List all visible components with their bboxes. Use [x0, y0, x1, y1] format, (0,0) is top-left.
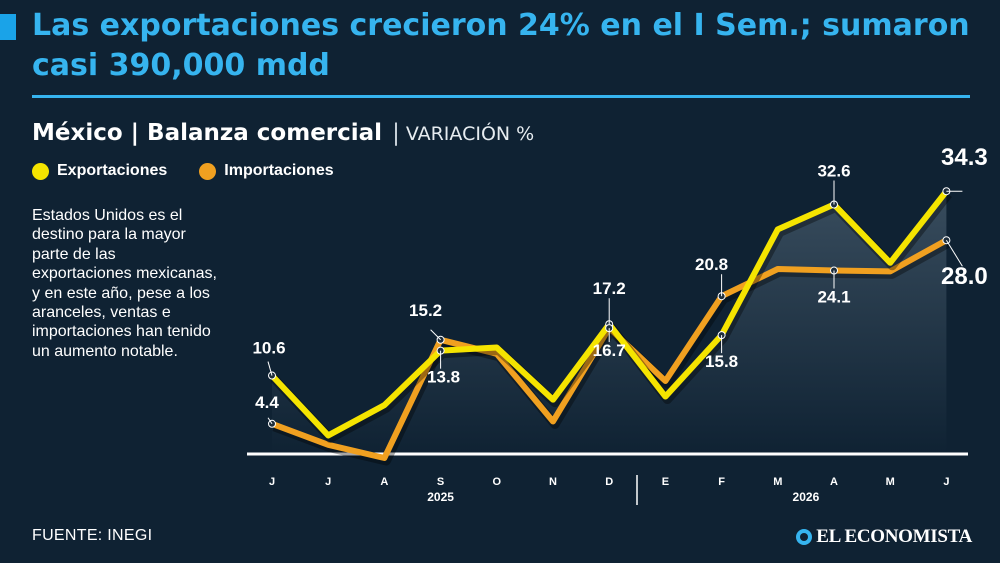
x-tick-label-6: D: [605, 476, 613, 488]
chart-subtitle: México | Balanza comercial | VARIACIÓN %: [32, 118, 534, 149]
exports-value-label-0: 10.6: [252, 339, 285, 358]
x-tick-label-0: J: [269, 476, 275, 488]
exports-area-shade: [272, 191, 947, 454]
exports-value-label-6: 17.2: [593, 279, 626, 298]
legend-label-imports: Importaciones: [224, 162, 334, 179]
x-tick-label-8: F: [718, 476, 725, 488]
x-tick-label-11: M: [886, 476, 895, 488]
page-title: Las exportaciones crecieron 24% en el I …: [32, 8, 970, 83]
x-tick-label-7: E: [662, 476, 669, 488]
imports-value-label-3: 15.2: [409, 301, 442, 320]
imports-leader-12: [945, 239, 963, 267]
exports-value-label-8: 15.8: [705, 352, 738, 371]
brand-icon: [796, 529, 813, 545]
imports-value-label-8: 20.8: [695, 255, 728, 274]
x-tick-label-12: J: [943, 476, 949, 488]
x-tick-label-5: N: [549, 476, 557, 488]
x-tick-label-2: A: [380, 476, 388, 488]
data-labels: 10.6 13.8 17.2 15.8 32.6 34.3 4.4 15.2 16.7 20.8 2…: [252, 144, 988, 428]
imports-value-label-0: 4.4: [255, 393, 279, 412]
source-note: FUENTE: INEGI: [32, 527, 153, 544]
year-label-2026: 2026: [793, 490, 820, 504]
legend-dot-exports: [32, 162, 49, 180]
imports-value-label-12: 28.0: [941, 263, 988, 290]
header: Las exportaciones crecieron 24% en el I …: [0, 0, 1000, 100]
title-accent-bar: [0, 14, 16, 40]
x-tick-label-10: A: [830, 476, 838, 488]
exports-leader-0: [267, 361, 273, 376]
chart-legend: Exportaciones Importaciones: [32, 162, 334, 180]
imports-value-label-6: 16.7: [593, 341, 626, 360]
x-tick-label-9: M: [773, 476, 782, 488]
brand-name: EL ECONOMISTA: [816, 526, 972, 547]
annotation-note: Estados Unidos es el destino para la may…: [32, 207, 217, 360]
x-tick-label-1: J: [325, 476, 331, 488]
year-label-2025: 2025: [427, 490, 454, 504]
legend-item-imports: Importaciones: [199, 162, 334, 180]
title-divider: [32, 95, 970, 98]
subtitle-main: México | Balanza comercial: [32, 120, 383, 146]
exports-value-label-3: 13.8: [427, 368, 460, 387]
brand-logo: EL ECONOMISTA: [796, 526, 972, 548]
imports-leader-3: [430, 329, 441, 341]
x-axis-ticks: J J A S O N D E F M A M J 2025 2026: [269, 476, 950, 504]
exports-value-label-12: 34.3: [941, 144, 988, 171]
x-tick-label-3: S: [437, 476, 444, 488]
imports-value-label-10: 24.1: [817, 288, 850, 307]
exports-value-label-10: 32.6: [817, 161, 850, 180]
imports-leader-0: [267, 417, 273, 425]
subtitle-unit: VARIACIÓN %: [405, 123, 535, 145]
legend-dot-imports: [199, 162, 217, 180]
x-tick-label-4: O: [493, 476, 502, 488]
legend-label-exports: Exportaciones: [57, 162, 168, 179]
subtitle-separator: |: [392, 120, 400, 146]
legend-item-exports: Exportaciones: [32, 162, 167, 180]
